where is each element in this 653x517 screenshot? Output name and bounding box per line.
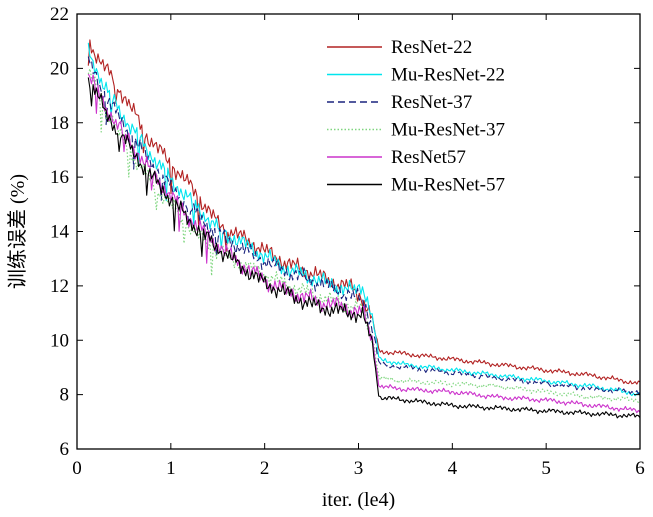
y-tick-label: 18 <box>50 113 69 134</box>
legend: ResNet-22 Mu-ResNet-22 ResNet-37 Mu-ResNet-… <box>327 37 505 196</box>
legend-label: Mu-ResNet-57 <box>391 175 505 196</box>
legend-label: ResNet-37 <box>391 92 472 113</box>
y-tick-label: 8 <box>60 385 70 406</box>
x-tick-label: 3 <box>354 458 364 479</box>
legend-label: Mu-ResNet-37 <box>391 120 505 141</box>
x-tick-label: 6 <box>635 458 645 479</box>
x-tick-label: 1 <box>166 458 176 479</box>
x-tick-label: 5 <box>541 458 551 479</box>
x-tick-label: 0 <box>72 458 82 479</box>
series-line-resnet-37 <box>87 56 641 395</box>
x-tick-label: 4 <box>448 458 458 479</box>
legend-label: Mu-ResNet-22 <box>391 65 505 86</box>
series-line-resnet57 <box>87 73 641 414</box>
y-axis-title: 训练误差 (%) <box>6 174 29 289</box>
y-tick-label: 14 <box>50 222 70 243</box>
y-tick-label: 12 <box>50 276 69 297</box>
y-tick-label: 10 <box>50 330 69 351</box>
y-tick-label: 16 <box>50 167 69 188</box>
y-tick-label: 22 <box>50 4 69 25</box>
series-line-mu-resnet-57 <box>87 77 641 419</box>
legend-label: ResNet-22 <box>391 37 472 58</box>
series-layer <box>87 39 641 419</box>
series-line-resnet-22 <box>87 39 641 385</box>
series-line-mu-resnet-37 <box>87 68 641 403</box>
x-tick-label: 2 <box>260 458 270 479</box>
legend-label: ResNet57 <box>391 147 466 168</box>
series-line-mu-resnet-22 <box>87 42 641 397</box>
y-tick-label: 20 <box>50 58 69 79</box>
x-axis-title: iter. (le4) <box>322 489 395 511</box>
y-tick-label: 6 <box>60 439 70 460</box>
